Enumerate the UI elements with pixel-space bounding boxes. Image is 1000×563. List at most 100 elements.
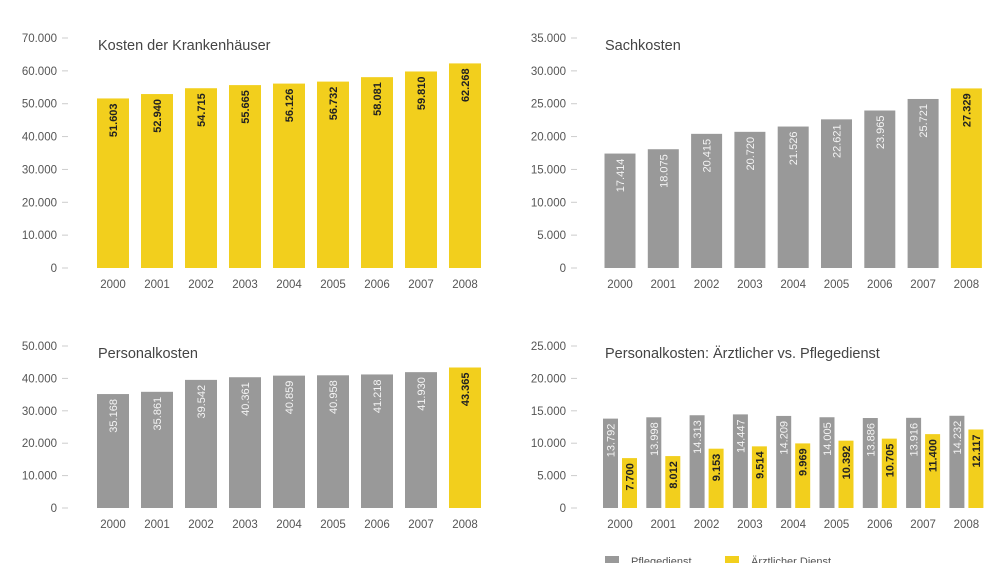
bar — [665, 456, 681, 508]
bar — [776, 415, 792, 508]
x-tick-label: 2004 — [276, 279, 302, 291]
bar-value-label: 27.329 — [961, 93, 973, 127]
bar — [907, 98, 939, 268]
y-tick-label: 35.000 — [531, 33, 566, 45]
bar — [141, 391, 173, 508]
y-tick-label: 20.000 — [22, 438, 57, 450]
x-tick-label: 2003 — [737, 519, 763, 531]
x-tick-label: 2003 — [232, 519, 258, 531]
bar-value-label: 35.168 — [108, 399, 120, 433]
bar-value-label: 7.700 — [625, 463, 637, 491]
x-tick-label: 2000 — [607, 519, 633, 531]
bar — [838, 440, 854, 508]
y-tick-label: 25.000 — [531, 341, 566, 353]
bar-value-label: 18.075 — [658, 154, 670, 188]
y-tick-label: 10.000 — [22, 230, 57, 242]
bar — [862, 418, 878, 508]
x-tick-label: 2008 — [954, 519, 980, 531]
bar-value-label: 9.969 — [798, 448, 810, 476]
bar-value-label: 10.392 — [841, 446, 853, 480]
y-tick-label: 40.000 — [22, 132, 57, 144]
bar-value-label: 58.081 — [372, 82, 384, 116]
y-tick-label: 50.000 — [22, 341, 57, 353]
x-tick-label: 2007 — [408, 519, 434, 531]
y-tick-label: 25.000 — [531, 99, 566, 111]
bar-value-label: 20.720 — [745, 137, 757, 171]
y-tick-label: 20.000 — [531, 373, 566, 385]
bar-value-label: 62.268 — [460, 68, 472, 102]
bar-value-label: 12.117 — [971, 434, 983, 467]
legend-label: Ärztlicher Dienst — [751, 556, 831, 563]
y-tick-label: 0 — [560, 503, 566, 515]
y-tick-label: 10.000 — [22, 471, 57, 483]
bar-value-label: 40.958 — [328, 380, 340, 414]
bar — [317, 375, 349, 508]
bar-value-label: 23.965 — [875, 116, 887, 150]
x-tick-label: 2008 — [452, 519, 478, 531]
x-tick-label: 2007 — [408, 279, 434, 291]
x-tick-label: 2006 — [867, 279, 893, 291]
bar-value-label: 59.810 — [416, 76, 428, 110]
y-tick-label: 30.000 — [22, 164, 57, 176]
bar-value-label: 54.715 — [196, 93, 208, 127]
bar — [925, 434, 941, 508]
bar-value-label: 13.792 — [606, 424, 618, 458]
x-tick-label: 2003 — [232, 279, 258, 291]
x-tick-label: 2001 — [651, 519, 677, 531]
bar — [751, 446, 767, 508]
x-tick-label: 2004 — [780, 279, 806, 291]
x-tick-label: 2004 — [276, 519, 302, 531]
bar — [449, 63, 481, 268]
bar-value-label: 21.526 — [788, 132, 800, 166]
bar — [449, 367, 481, 508]
bar-value-label: 51.603 — [108, 103, 120, 137]
bar-value-label: 20.415 — [702, 139, 714, 173]
x-tick-label: 2005 — [824, 519, 850, 531]
bar-value-label: 14.005 — [822, 422, 834, 456]
y-tick-label: 5.000 — [537, 471, 566, 483]
bar — [689, 415, 705, 508]
x-tick-label: 2006 — [867, 519, 893, 531]
y-tick-label: 70.000 — [22, 33, 57, 45]
bar — [603, 418, 618, 508]
bar — [646, 417, 662, 508]
bar — [273, 375, 305, 508]
y-tick-label: 10.000 — [531, 438, 566, 450]
bar-value-label: 14.313 — [692, 420, 704, 454]
x-tick-label: 2006 — [364, 279, 390, 291]
y-tick-label: 0 — [51, 263, 57, 275]
y-tick-label: 0 — [51, 503, 57, 515]
bar — [273, 83, 305, 268]
x-tick-label: 2005 — [824, 279, 850, 291]
y-tick-label: 30.000 — [531, 66, 566, 78]
bar-value-label: 17.414 — [615, 159, 627, 193]
bar — [795, 443, 811, 508]
bar-value-label: 14.447 — [735, 419, 747, 453]
bar — [141, 94, 173, 268]
bar-value-label: 25.721 — [918, 104, 930, 138]
bar — [691, 133, 723, 268]
bar — [97, 394, 129, 508]
x-tick-label: 2002 — [694, 279, 720, 291]
bar-value-label: 13.886 — [865, 423, 877, 457]
chart-title: Personalkosten — [98, 346, 198, 362]
x-tick-label: 2000 — [100, 519, 126, 531]
bar-value-label: 22.621 — [832, 124, 844, 158]
bar-value-label: 8.012 — [668, 461, 680, 489]
bar-value-label: 9.514 — [754, 450, 766, 478]
bar-value-label: 56.126 — [284, 89, 296, 123]
bar — [819, 417, 835, 508]
legend-swatch — [725, 556, 739, 563]
bar — [622, 458, 637, 508]
y-tick-label: 10.000 — [531, 197, 566, 209]
bar-value-label: 52.940 — [152, 99, 164, 133]
x-tick-label: 2000 — [607, 279, 633, 291]
x-tick-label: 2008 — [452, 279, 478, 291]
y-tick-label: 60.000 — [22, 66, 57, 78]
bar-value-label: 41.930 — [416, 377, 428, 411]
bar — [229, 85, 261, 269]
bar — [405, 71, 437, 268]
bar — [950, 88, 982, 269]
x-tick-label: 2000 — [100, 279, 126, 291]
x-tick-label: 2002 — [188, 279, 214, 291]
